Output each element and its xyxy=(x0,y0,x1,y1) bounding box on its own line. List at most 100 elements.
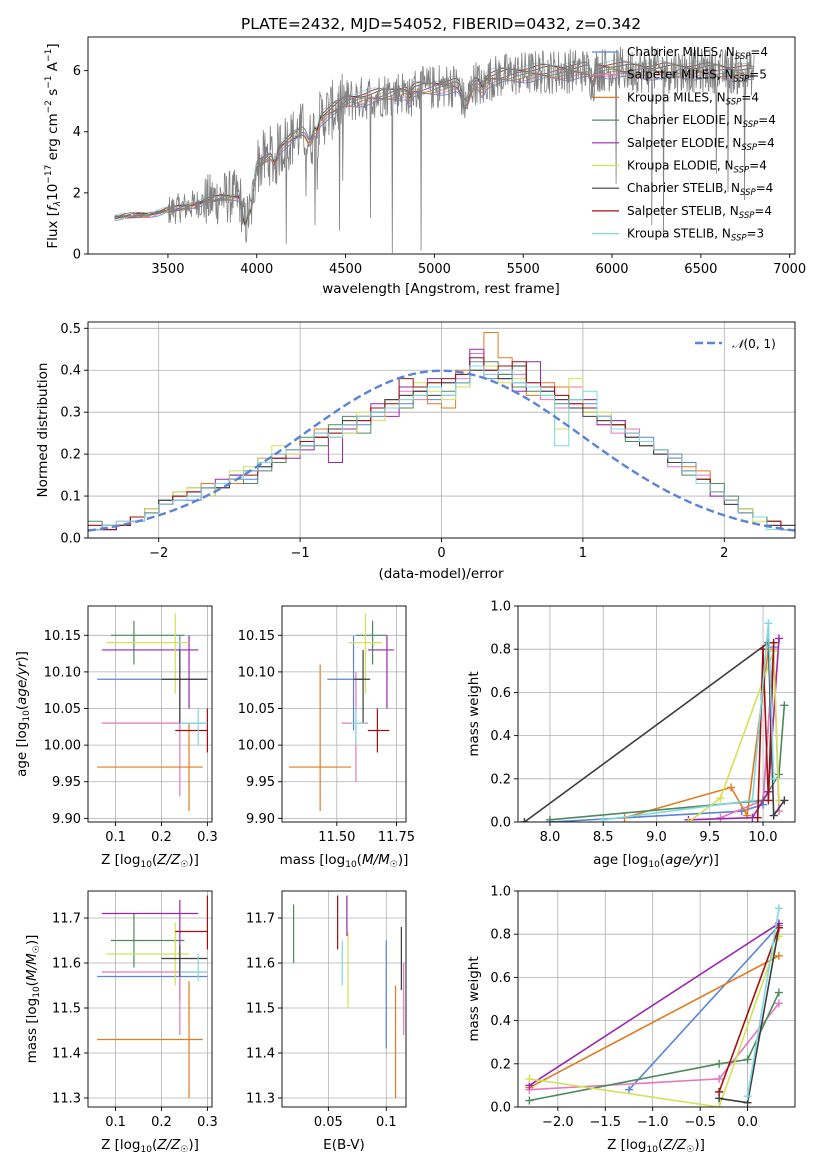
y-tick-label: 0.1 xyxy=(60,490,81,505)
residuals-legend: 𝒩(0, 1) xyxy=(695,337,776,351)
mass-z-grid xyxy=(88,891,212,1107)
age-mass-plot-area xyxy=(289,613,395,812)
weight-marker xyxy=(774,999,783,1008)
age-mass-xlabel: mass [log10(M/M☉)] xyxy=(280,852,409,870)
weight-z-ticks: −2.0 −1.5 −1.0 −0.5 0.0 0.0 0.2 0.4 0.6 0.8 1.0 xyxy=(490,885,758,1131)
y-tick-label: 9.95 xyxy=(246,775,275,790)
panel-residuals: −2 −1 0 1 2 0.0 0.1 0.2 0.3 0.4 0.5 (data-model)/e… xyxy=(35,321,796,582)
y-tick-label: 10.05 xyxy=(44,702,81,717)
weight-marker xyxy=(775,770,784,779)
x-tick-label: 0.3 xyxy=(197,1115,218,1130)
x-tick-label: 8.0 xyxy=(540,830,561,845)
y-tick-label: 11.6 xyxy=(52,957,81,972)
weight-marker xyxy=(715,1087,724,1096)
y-tick-label: 1.0 xyxy=(490,600,511,615)
legend-label: Kroupa MILES, NSSP=4 xyxy=(627,90,759,107)
legend-label: Chabrier STELIB, NSSP=4 xyxy=(627,181,773,198)
legend-label: Salpeter ELODIE, NSSP=4 xyxy=(627,136,775,153)
x-tick-label: −1 xyxy=(291,546,310,561)
age-z-plot-area xyxy=(97,613,209,812)
x-tick-label: 0.0 xyxy=(737,1115,758,1130)
y-tick-label: 10.10 xyxy=(44,665,81,680)
weight-marker xyxy=(774,904,783,913)
weight-marker xyxy=(764,619,773,628)
mass-z-plot-area xyxy=(97,895,209,1098)
weight-age-plot-area xyxy=(520,619,789,822)
weight-z-ylabel: mass weight xyxy=(466,956,482,1041)
weight-line xyxy=(688,651,780,822)
y-tick-label: 0.0 xyxy=(60,532,81,547)
mass-z-axes-frame xyxy=(87,890,213,1108)
y-tick-label: 0.8 xyxy=(490,643,511,658)
x-tick-label: −2 xyxy=(149,546,168,561)
legend-label: Chabrier MILES, NSSP=4 xyxy=(627,45,768,62)
y-tick-label: 6 xyxy=(73,64,81,79)
y-tick-label: 9.90 xyxy=(52,812,81,827)
x-tick-label: 9.5 xyxy=(699,830,720,845)
weight-line xyxy=(603,623,775,821)
weight-line xyxy=(718,927,780,1093)
weight-line xyxy=(688,638,780,821)
legend-label: Salpeter MILES, NSSP=5 xyxy=(627,68,767,85)
weight-marker xyxy=(716,794,725,803)
mass-ebv-plot-area xyxy=(292,895,405,1098)
weight-marker xyxy=(780,796,789,805)
mass-ebv-axes-frame xyxy=(281,890,407,1108)
age-mass-axes-frame xyxy=(281,605,407,823)
weight-marker xyxy=(774,951,783,960)
x-tick-label: 0.2 xyxy=(151,1115,172,1130)
y-tick-label: 9.90 xyxy=(246,812,275,827)
weight-line xyxy=(628,925,780,1091)
x-tick-label: 9.0 xyxy=(646,830,667,845)
x-tick-label: 0.3 xyxy=(197,830,218,845)
spectrum-axes-frame xyxy=(87,36,796,255)
weight-marker xyxy=(525,1096,534,1105)
y-tick-label: 2 xyxy=(73,186,81,201)
y-tick-label: 0.6 xyxy=(490,971,511,986)
weight-line xyxy=(529,936,780,1107)
weight-marker xyxy=(545,815,554,822)
age-mass-grid xyxy=(282,606,406,822)
y-tick-label: 10.10 xyxy=(238,665,275,680)
weight-marker xyxy=(764,796,773,805)
y-tick-label: 4 xyxy=(73,125,81,140)
weight-z-plot-area xyxy=(525,904,783,1107)
legend-normal-label: 𝒩(0, 1) xyxy=(732,337,776,351)
weight-marker xyxy=(520,818,529,822)
weight-line xyxy=(528,922,780,1087)
panel-mass-vs-ebv: 0.05 0.1 11.3 11.4 11.5 11.6 11.7 E(B-V) xyxy=(246,890,407,1153)
x-tick-label: 0.05 xyxy=(314,1115,343,1130)
x-tick-label: 10.0 xyxy=(749,830,778,845)
x-tick-label: 0.1 xyxy=(105,830,126,845)
age-z-xlabel: Z [log10(Z/Z☉)] xyxy=(101,852,199,870)
x-tick-label: 0 xyxy=(437,546,445,561)
residual-histogram xyxy=(88,365,795,531)
residuals-ylabel: Normed distribution xyxy=(35,363,51,498)
spectrum-title: PLATE=2432, MJD=54052, FIBERID=0432, z=0… xyxy=(241,15,641,33)
y-tick-label: 0.2 xyxy=(490,1057,511,1072)
weight-marker xyxy=(715,1059,724,1068)
y-tick-label: 0.4 xyxy=(490,1014,511,1029)
y-tick-label: 0 xyxy=(73,248,81,263)
weight-age-ticks: 8.0 8.5 9.0 9.5 10.0 0.0 0.2 0.4 0.6 0.8 1.0 xyxy=(490,600,777,846)
weight-z-xlabel: Z [log10(Z/Z☉)] xyxy=(607,1137,705,1155)
mass-z-xlabel: Z [log10(Z/Z☉)] xyxy=(101,1137,199,1155)
y-tick-label: 11.7 xyxy=(246,912,275,927)
y-tick-label: 10.15 xyxy=(238,629,275,644)
y-tick-label: 10.15 xyxy=(44,629,81,644)
spectrum-data-line xyxy=(114,46,755,254)
age-mass-ticks: 11.50 11.75 9.90 9.95 10.00 10.05 10.10 10.15 xyxy=(238,629,415,845)
y-tick-label: 0.2 xyxy=(60,448,81,463)
legend-label: Chabrier ELODIE, NSSP=4 xyxy=(627,113,776,130)
spectrum-legend: Chabrier MILES, NSSP=4 Salpeter MILES, NS… xyxy=(592,45,776,244)
y-tick-label: 11.5 xyxy=(52,1002,81,1017)
y-tick-label: 0.6 xyxy=(490,686,511,701)
legend-label: Kroupa STELIB, NSSP=3 xyxy=(627,227,764,244)
weight-marker xyxy=(780,701,789,710)
x-tick-label: 8.5 xyxy=(593,830,614,845)
x-tick-label: 0.1 xyxy=(376,1115,397,1130)
y-tick-label: 11.5 xyxy=(246,1002,275,1017)
age-z-ticks: 0.1 0.2 0.3 9.90 9.95 10.00 10.05 10.10 10.15 xyxy=(44,629,218,845)
